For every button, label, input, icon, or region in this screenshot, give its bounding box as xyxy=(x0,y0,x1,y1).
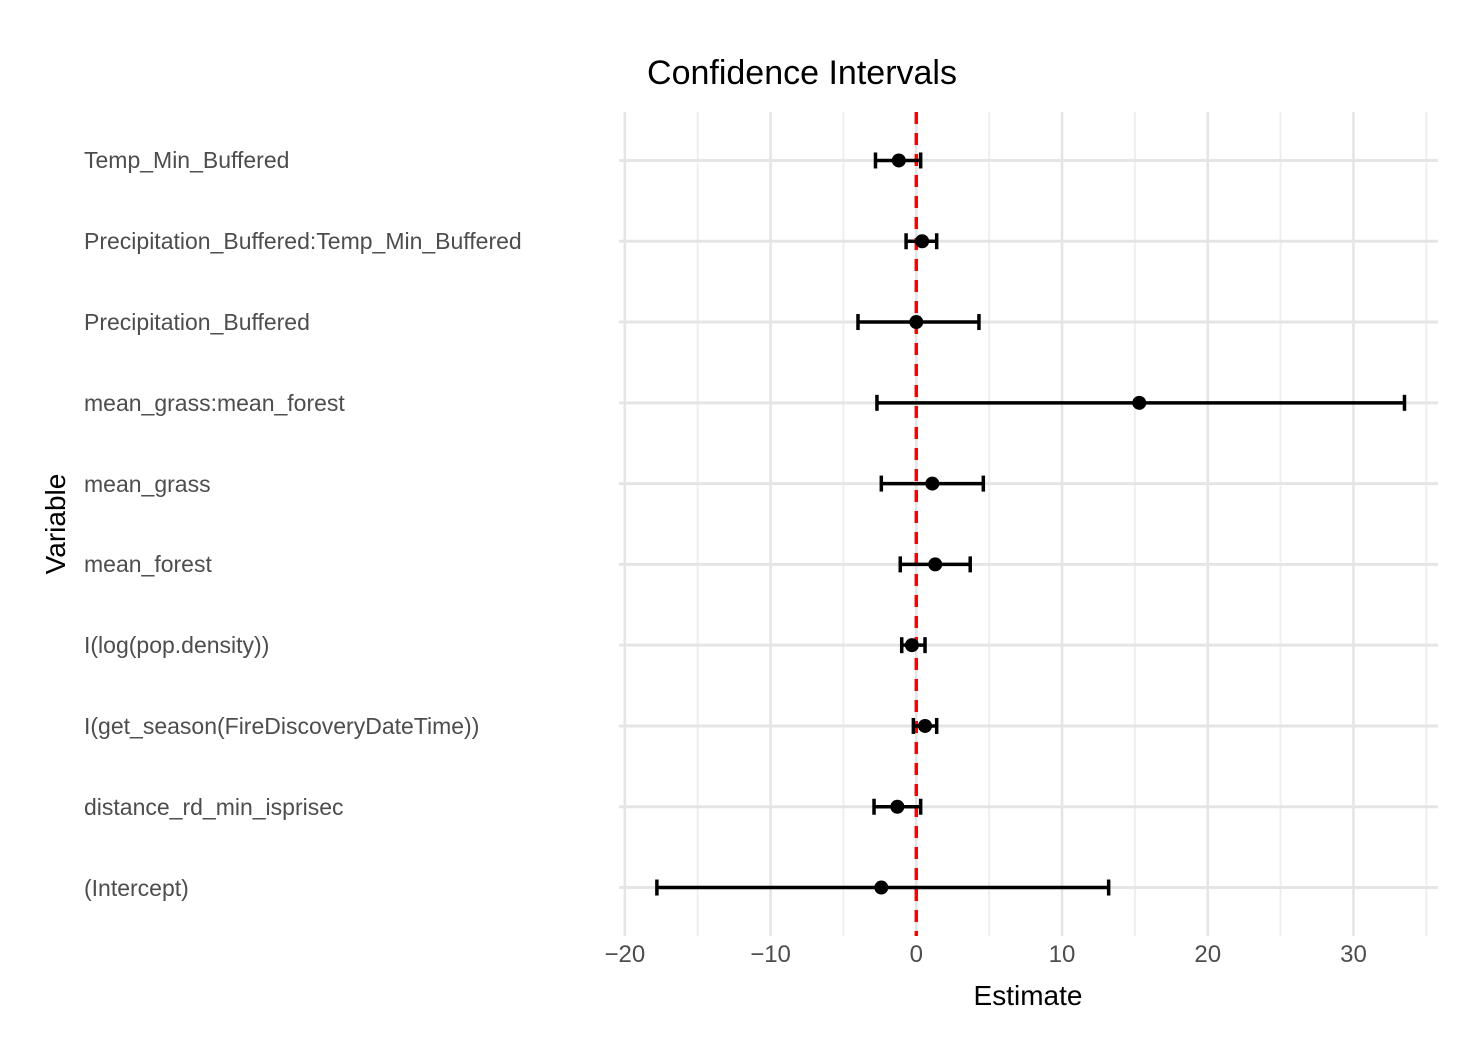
x-axis-tick-label: −20 xyxy=(604,941,646,968)
y-axis-label: Temp_Min_Buffered xyxy=(84,147,290,174)
y-axis-label: mean_grass xyxy=(84,470,211,497)
estimate-point xyxy=(928,557,943,572)
y-axis-label: mean_forest xyxy=(84,551,212,578)
x-axis-title: Estimate xyxy=(973,980,1083,1011)
y-axis-label: I(get_season(FireDiscoveryDateTime)) xyxy=(84,712,480,739)
estimate-point xyxy=(915,234,930,249)
x-axis-tick-label: 10 xyxy=(1048,941,1076,968)
plot-panel xyxy=(619,112,1438,936)
y-axis-label: Precipitation_Buffered xyxy=(84,309,310,336)
estimate-point xyxy=(874,880,889,895)
chart-title: Confidence Intervals xyxy=(647,54,957,92)
estimate-point xyxy=(925,476,940,491)
y-axis-label: Precipitation_Buffered:Temp_Min_Buffered xyxy=(84,228,522,255)
y-axis-label: (Intercept) xyxy=(84,874,189,901)
estimate-point xyxy=(890,799,905,814)
y-axis-label: I(log(pop.density)) xyxy=(84,632,270,659)
estimate-point xyxy=(909,315,924,330)
x-axis-tick-label: 30 xyxy=(1340,941,1367,968)
estimate-point xyxy=(891,153,906,168)
x-axis-tick-label: 0 xyxy=(909,941,923,968)
estimate-point xyxy=(918,718,933,733)
x-axis-tick-label: 20 xyxy=(1194,941,1222,968)
y-axis-label: mean_grass:mean_forest xyxy=(84,389,345,416)
y-axis-label: distance_rd_min_isprisec xyxy=(84,793,344,820)
estimate-point xyxy=(904,638,919,653)
x-axis-tick-label: −10 xyxy=(750,941,791,968)
y-axis-title: Variable xyxy=(40,473,71,575)
estimate-point xyxy=(1132,395,1147,410)
